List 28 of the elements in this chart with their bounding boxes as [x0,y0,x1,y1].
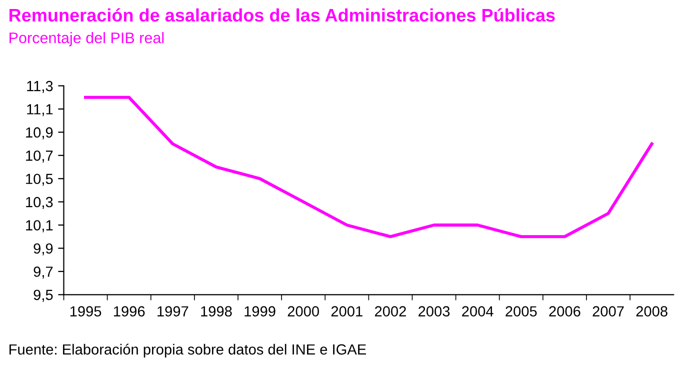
y-tick-label: 11,1 [27,104,53,116]
source-note: Fuente: Elaboración propia sobre datos del INE e IGAE [10,344,366,358]
y-tick-label: 10,1 [26,220,53,232]
x-tick-label: 1997 [158,306,188,316]
x-tick-label: 2006 [549,306,580,316]
x-tick-label: 2007 [592,306,624,316]
x-tick-label: 2000 [288,306,319,316]
x-tick-label: 2003 [418,306,450,316]
x-tick-label: 2002 [374,306,406,316]
y-tick-label: 10,9 [26,127,53,140]
x-tick-label: 2008 [636,306,668,316]
x-tick-label: 1998 [201,306,232,316]
y-tick-label: 10,3 [26,196,53,209]
x-tick-label: 2005 [506,306,537,316]
chart-title: Remuneración de asalariados de las Administraciones Públicas [10,8,555,22]
line-series [84,96,654,238]
y-tick-label: 9,7 [34,266,53,279]
x-tick-label: 1996 [114,306,145,316]
x-tick-label: 1995 [70,306,102,316]
chart-subtitle: Porcentaje del PIB real [10,32,164,46]
y-tick-label: 10,5 [26,174,53,186]
x-tick-label: 2004 [462,306,494,316]
y-tick-label: 9,9 [34,243,53,256]
x-tick-label: 1999 [244,306,276,316]
y-tick-label: 9,5 [34,290,53,302]
y-tick-label: 11,3 [27,80,53,93]
y-tick-label: 10,7 [26,150,53,163]
x-tick-label: 2001 [331,306,362,316]
